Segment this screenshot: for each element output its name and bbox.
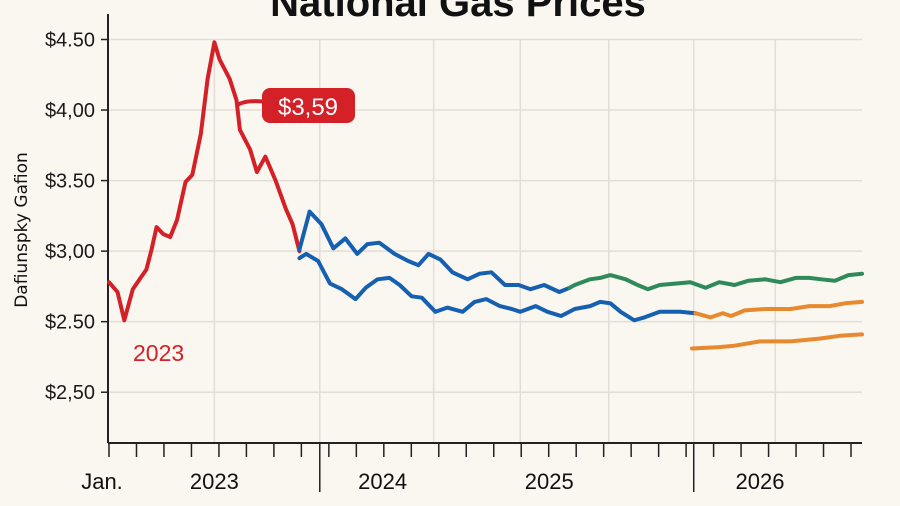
x-tick-label: 2026 (736, 469, 785, 494)
axes (107, 14, 862, 444)
callout-box (262, 88, 355, 123)
annotations: $3,59 2023 (133, 88, 355, 366)
x-ticks (108, 443, 852, 492)
y-tick-label: $2,50 (45, 382, 95, 404)
y-tick-label: $4.50 (45, 30, 95, 52)
y-tick-label: $3.50 (45, 171, 95, 193)
series-line-0 (107, 40, 302, 323)
year-annotation: 2023 (133, 340, 184, 366)
series-line-3 (297, 251, 698, 323)
series-line-5 (690, 332, 864, 351)
x-tick-label: Jan. (81, 469, 123, 494)
y-axis-label: Dafiunspky Gafion (12, 152, 32, 308)
y-tick-label: $3,00 (45, 241, 95, 263)
series-line-4 (693, 299, 864, 320)
series-line-1 (297, 209, 572, 294)
gridlines (108, 38, 862, 443)
series-line-2 (567, 271, 864, 292)
x-tick-labels: Jan. 2023 2024 2025 2026 (81, 469, 784, 494)
y-tick-labels: $4.50 $4,00 $3.50 $3,00 $2.50 $2,50 (45, 30, 108, 404)
callout-label: $3,59 (278, 94, 338, 121)
x-tick-label: 2023 (190, 469, 239, 494)
chart-title: National Gas Prices (270, 0, 646, 25)
x-tick-label: 2025 (525, 469, 574, 494)
x-tick-label: 2024 (358, 469, 407, 494)
y-tick-label: $2.50 (45, 312, 95, 334)
y-tick-label: $4,00 (45, 100, 95, 122)
series-lines (107, 40, 864, 351)
